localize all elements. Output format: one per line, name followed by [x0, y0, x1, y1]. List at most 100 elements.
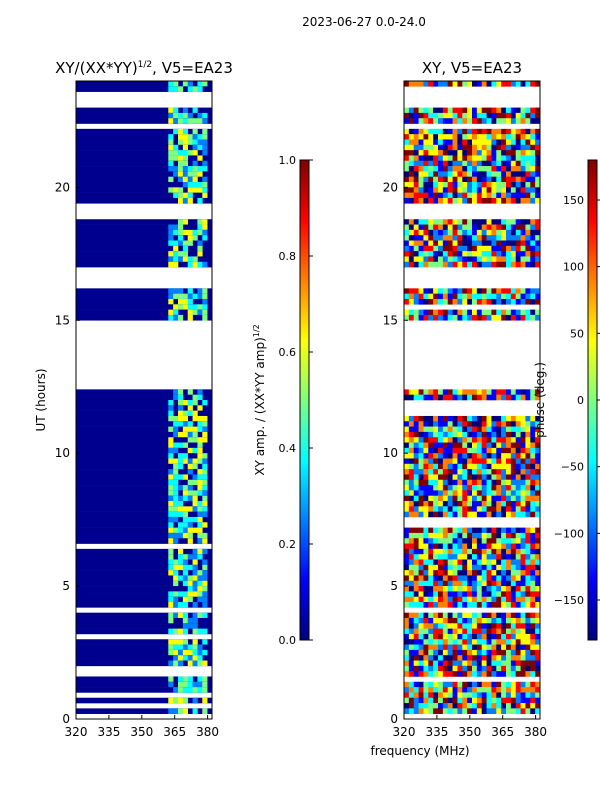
heatmap-cell [168, 437, 174, 443]
heatmap-cell [428, 463, 434, 470]
heatmap-cell [197, 197, 203, 204]
heatmap-cell [182, 697, 189, 704]
heatmap-cell [428, 570, 434, 576]
heatmap-cell [413, 543, 419, 550]
heatmap-cell [481, 612, 487, 619]
heatmap-cell [525, 314, 531, 321]
y-tick-label: 0 [390, 712, 398, 726]
heatmap-cell [423, 293, 429, 300]
phase-colorbar-label: phase (deg.) [533, 362, 547, 438]
heatmap-cell [525, 197, 531, 204]
heatmap-cell [462, 224, 468, 231]
heatmap-cell [76, 426, 212, 433]
heatmap-cell [433, 182, 439, 188]
heatmap-cell [520, 219, 526, 225]
heatmap-cell [462, 171, 468, 177]
heatmap-cell [418, 575, 424, 582]
heatmap-cell [178, 655, 184, 661]
heatmap-cell [510, 671, 517, 677]
heatmap-cell [428, 649, 434, 656]
heatmap-cell [413, 554, 419, 560]
heatmap-cell [491, 681, 497, 688]
heatmap-cell [408, 665, 415, 672]
heatmap-cell [173, 86, 179, 92]
heatmap-cell [472, 649, 478, 656]
heatmap-cell [515, 458, 521, 465]
heatmap-cell [418, 166, 424, 172]
heatmap-cell [178, 495, 184, 502]
heatmap-cell [491, 479, 497, 486]
heatmap-cell [535, 506, 540, 512]
heatmap-cell [515, 415, 521, 422]
heatmap-cell [520, 506, 526, 512]
heatmap-cell [192, 182, 198, 188]
heatmap-cell [168, 639, 174, 645]
heatmap-cell [506, 118, 512, 124]
heatmap-cell [496, 660, 502, 667]
heatmap-cell [506, 160, 512, 167]
heatmap-cell [476, 554, 483, 560]
heatmap-cell [501, 617, 507, 624]
heatmap-cell [418, 586, 424, 592]
heatmap-cell [408, 251, 415, 257]
heatmap-cell [506, 596, 512, 603]
heatmap-cell [187, 437, 193, 443]
heatmap-cell [501, 692, 507, 699]
heatmap-cell [447, 261, 453, 268]
heatmap-cell [447, 442, 453, 449]
heatmap-cell [535, 703, 540, 709]
heatmap-cell [438, 586, 444, 592]
heatmap-cell [442, 548, 449, 555]
heatmap-cell [472, 197, 478, 204]
heatmap-cell [413, 182, 419, 188]
heatmap-cell [438, 474, 444, 481]
heatmap-cell [76, 447, 212, 454]
heatmap-cell [486, 692, 492, 699]
heatmap-cell [462, 474, 468, 481]
heatmap-cell [481, 596, 487, 603]
heatmap-cell [452, 447, 458, 454]
heatmap-cell [515, 692, 521, 699]
heatmap-cell [433, 649, 439, 656]
heatmap-cell [438, 527, 444, 534]
heatmap-cell [506, 692, 512, 699]
heatmap-cell [76, 187, 212, 193]
heatmap-cell [428, 235, 434, 241]
heatmap-cell [433, 586, 439, 592]
heatmap-cell [510, 139, 517, 146]
heatmap-cell [515, 633, 521, 640]
heatmap-cell [481, 176, 487, 183]
heatmap-cell [501, 602, 507, 608]
heatmap-cell [192, 639, 198, 645]
heatmap-cell [515, 564, 521, 571]
heatmap-cell [501, 256, 507, 263]
heatmap-cell [447, 245, 453, 252]
heatmap-cell [462, 490, 468, 496]
heatmap-cell [530, 687, 536, 693]
heatmap-cell [433, 538, 439, 544]
heatmap-cell [408, 633, 415, 640]
heatmap-cell [462, 479, 468, 486]
heatmap-cell [501, 182, 507, 188]
heatmap-cell [404, 612, 410, 619]
heatmap-cell [76, 490, 212, 496]
colorbar-tick-label: 0.8 [279, 250, 297, 263]
heatmap-cell [510, 240, 517, 247]
heatmap-cell [173, 187, 179, 193]
heatmap-cell [535, 118, 540, 124]
heatmap-cell [442, 692, 449, 699]
heatmap-cell [496, 235, 502, 241]
heatmap-cell [428, 586, 434, 592]
heatmap-cell [192, 134, 198, 140]
heatmap-cell [476, 176, 483, 183]
heatmap-cell [481, 389, 487, 395]
heatmap-cell [413, 559, 419, 566]
heatmap-cell [520, 235, 526, 241]
heatmap-cell [452, 671, 458, 677]
heatmap-cell [510, 128, 517, 135]
heatmap-cell [530, 166, 536, 172]
heatmap-cell [182, 415, 189, 422]
heatmap-cell [467, 187, 473, 193]
heatmap-cell [486, 655, 492, 661]
heatmap-cell [467, 224, 473, 231]
